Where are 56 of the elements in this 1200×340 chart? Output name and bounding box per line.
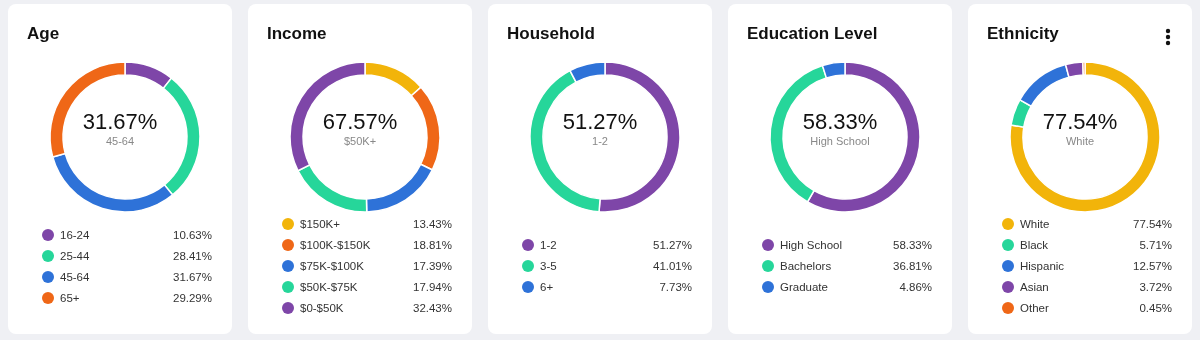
text: White — [1064, 135, 1096, 147]
data-label: 5.71% — [1139, 239, 1172, 251]
text: 67.57% — [321, 109, 399, 135]
data-label: 77.54% — [1132, 218, 1172, 230]
data-label: 7.73% — [659, 281, 692, 293]
text: 77.54% — [1041, 109, 1119, 135]
data-label: 12.57% — [1132, 260, 1172, 272]
data-label: 51.27% — [652, 239, 692, 251]
data-label: 0.45% — [1139, 302, 1172, 314]
chart-title: Education Level — [747, 24, 878, 44]
legend-label: Hispanic — [1020, 260, 1066, 272]
data-label: 32.43% — [412, 302, 452, 314]
data-label: 17.94% — [412, 281, 452, 293]
legend-label: 65+ — [60, 291, 81, 304]
legend-label: $100K-$150K — [300, 239, 372, 251]
legend-label: $150K+ — [300, 218, 341, 230]
legend-label: Bachelors — [780, 260, 833, 272]
legend-label: 25-44 — [60, 249, 91, 262]
legend-label: Graduate — [780, 281, 829, 293]
data-label: 36.81% — [892, 260, 932, 272]
legend-label: 6+ — [540, 281, 555, 293]
text: 31.67% — [81, 109, 159, 135]
data-label: 29.29% — [172, 291, 212, 304]
chart-title: Age — [27, 24, 60, 44]
legend-label: Black — [1020, 239, 1050, 251]
data-label: 13.43% — [412, 218, 452, 230]
legend-label: $50K-$75K — [300, 281, 359, 293]
donut-slice — [1009, 61, 1161, 212]
legend-label: 16-24 — [60, 228, 91, 241]
chart-title: Household — [507, 24, 595, 44]
data-label: 3.72% — [1139, 281, 1172, 293]
legend-label: White — [1020, 218, 1051, 230]
text: $50K+ — [342, 135, 378, 147]
data-label: 4.86% — [899, 281, 932, 293]
text: 51.27% — [561, 109, 639, 135]
text: 45-64 — [104, 135, 136, 147]
chart-title: Ethnicity — [987, 24, 1059, 44]
legend-label: Other — [1020, 302, 1050, 314]
legend-label: 1-2 — [540, 239, 558, 251]
legend-label: $75K-$100K — [300, 260, 365, 272]
legend-label: Asian — [1020, 281, 1050, 293]
legend-label: 45-64 — [60, 270, 91, 283]
data-label: 58.33% — [892, 239, 932, 251]
text: High School — [809, 135, 871, 147]
data-label: 28.41% — [172, 249, 212, 262]
legend-label: $0-$50K — [300, 302, 345, 314]
data-label: 31.67% — [172, 270, 212, 283]
data-label: 17.39% — [412, 260, 452, 272]
data-label: 18.81% — [412, 239, 452, 251]
legend-label: 3-5 — [540, 260, 558, 272]
data-label: 10.63% — [172, 228, 212, 241]
legend-label: High School — [780, 239, 843, 251]
text: 1-2 — [591, 135, 609, 147]
chart-title: Income — [267, 24, 327, 44]
data-label: 41.01% — [652, 260, 692, 272]
text: 58.33% — [801, 109, 879, 135]
